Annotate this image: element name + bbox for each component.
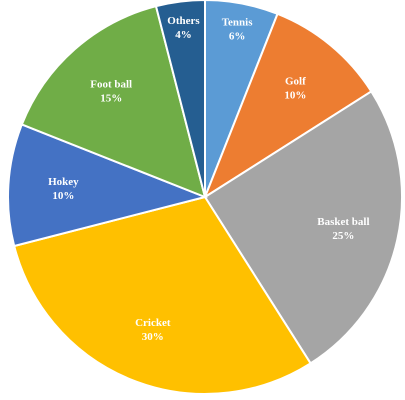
data-value-foot-ball: 15% (100, 93, 122, 105)
slice-basket-ball (203, 90, 403, 365)
data-value-tennis: 6% (229, 31, 246, 43)
slice-cricket (12, 195, 312, 395)
slice-others (154, 0, 206, 198)
data-label-basket-ball: Basket ball (317, 216, 369, 228)
data-label-golf: Golf (285, 76, 306, 88)
slice-foot-ball (20, 4, 207, 199)
data-label-foot-ball: Foot ball (90, 79, 132, 91)
data-label-cricket: Cricket (135, 317, 171, 329)
slice-golf (202, 12, 373, 200)
data-value-others: 4% (175, 29, 192, 41)
data-label-tennis: Tennis (222, 17, 254, 29)
data-label-hokey: Hokey (48, 176, 79, 188)
slice-hokey (7, 123, 209, 248)
data-label-others: Others (167, 15, 200, 27)
data-value-hokey: 10% (52, 190, 74, 202)
data-value-cricket: 30% (142, 331, 164, 343)
data-value-basket-ball: 25% (332, 230, 354, 242)
data-value-golf: 10% (284, 90, 306, 102)
